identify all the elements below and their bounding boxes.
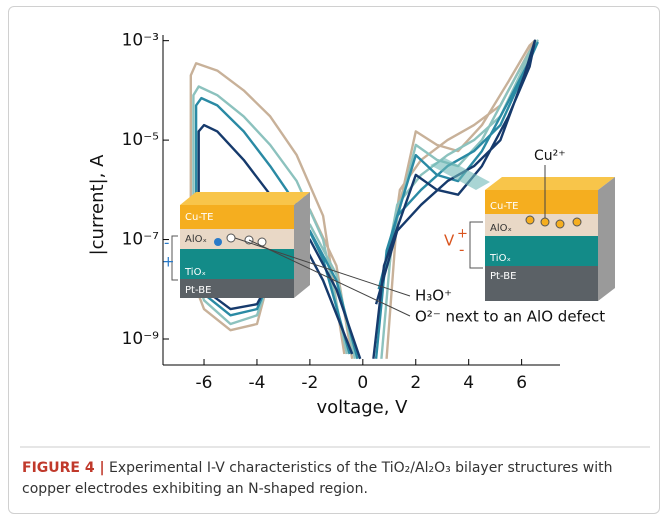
layer-label: TiOₓ xyxy=(489,253,511,264)
annotation: H₃O⁺ xyxy=(415,287,452,305)
layer-label: Pt-BE xyxy=(185,285,211,296)
left-inset: Cu-TE AlOₓ TiOₓ Pt-BE - + H₃O⁺ O²⁻ next … xyxy=(162,192,605,326)
layer-label: Cu-TE xyxy=(185,212,213,223)
y-tick-label: 10⁻⁷ xyxy=(122,230,160,250)
polarity: - xyxy=(459,241,464,259)
y-axis-label: |current|, A xyxy=(87,154,108,256)
caption-label: FIGURE 4 | xyxy=(22,460,105,476)
x-tick-label: -6 xyxy=(196,373,213,393)
layer-label: TiOₓ xyxy=(184,267,206,278)
polarity: - xyxy=(164,234,169,252)
y-tick-label: 10⁻⁹ xyxy=(122,329,160,349)
y-tick-label: 10⁻⁵ xyxy=(122,130,159,150)
layer-label: Cu-TE xyxy=(490,201,518,212)
caption-text: Experimental I-V characteristics of the … xyxy=(22,460,613,497)
caption: FIGURE 4 | Experimental I-V characterist… xyxy=(22,458,642,500)
annotation: Cu²⁺ xyxy=(534,148,566,164)
x-tick-label: 0 xyxy=(357,373,368,393)
x-tick-label: 2 xyxy=(410,373,421,393)
layer-label: Pt-BE xyxy=(490,271,516,282)
polarity: + xyxy=(162,253,175,271)
layer-label: AlOₓ xyxy=(490,223,512,234)
x-tick-label: 4 xyxy=(463,373,474,393)
polarity: + xyxy=(457,227,468,242)
x-tick-label: -2 xyxy=(301,373,318,393)
polarity: V xyxy=(444,232,455,250)
annotation: O²⁻ next to an AlO defect xyxy=(415,308,605,326)
x-tick-label: 6 xyxy=(516,373,527,393)
x-tick-label: -4 xyxy=(248,373,265,393)
x-axis-label: voltage, V xyxy=(316,397,408,418)
y-tick-label: 10⁻³ xyxy=(122,31,159,51)
layer-label: AlOₓ xyxy=(185,234,207,245)
figure-frame xyxy=(8,6,660,514)
right-inset: Cu-TE AlOₓ TiOₓ Pt-BE Cu²⁺ V + - xyxy=(430,148,615,301)
